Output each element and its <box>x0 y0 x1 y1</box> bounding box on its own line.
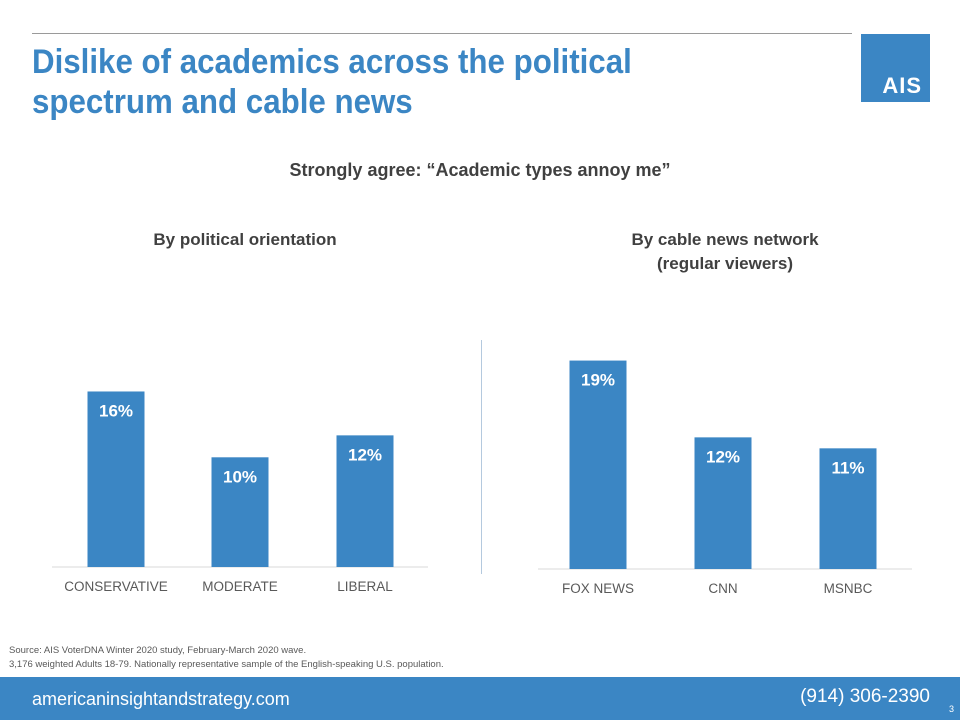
footer-bar: americaninsightandstrategy.com (914) 306… <box>0 677 960 720</box>
chart2-category-label: CNN <box>708 581 737 596</box>
chart1-data-label: 10% <box>223 467 257 486</box>
chart2-data-label: 12% <box>706 447 740 466</box>
right-panel-title-line2: (regular viewers) <box>656 254 794 273</box>
right-panel-title: By cable news network (regular viewers) <box>545 228 905 276</box>
ais-logo: AIS <box>861 34 930 102</box>
source-line1: Source: AIS VoterDNA Winter 2020 study, … <box>9 645 307 656</box>
bar-charts: 16% CONSERVATIVE 10% MODERATE 12% LIBERAL 19% F… <box>52 360 912 596</box>
chart1-bar-conservative <box>87 391 145 567</box>
source-line2: 3,176 weighted Adults 18-79. Nationally … <box>9 659 444 670</box>
chart2-bar-fox-news <box>569 360 627 569</box>
chart2-category-label: MSNBC <box>824 581 873 596</box>
panel-divider <box>481 340 482 574</box>
source-note: Source: AIS VoterDNA Winter 2020 study, … <box>9 644 444 672</box>
chart-subtitle: Strongly agree: “Academic types annoy me… <box>289 160 671 180</box>
chart1-bar-moderate <box>211 457 269 567</box>
page-number: 3 <box>948 704 954 714</box>
chart2-bar-msnbc <box>819 448 877 569</box>
right-panel-title-line1: By cable news network <box>631 230 819 249</box>
chart2-data-label: 11% <box>831 458 864 477</box>
page-title-line2: spectrum and cable news <box>32 83 413 121</box>
left-panel-title: By political orientation <box>70 228 420 252</box>
chart2-data-label: 19% <box>581 371 615 390</box>
footer-website-link[interactable]: americaninsightandstrategy.com <box>32 689 290 709</box>
chart1-category-label: MODERATE <box>202 579 278 594</box>
chart1-bar-liberal <box>336 435 394 567</box>
footer-phone: (914) 306-2390 <box>800 686 930 707</box>
chart2-category-label: FOX NEWS <box>562 581 634 596</box>
page-title-line1: Dislike of academics across the politica… <box>32 43 632 81</box>
chart1-category-label: LIBERAL <box>337 579 393 594</box>
chart1-data-label: 12% <box>348 445 382 464</box>
page-title: Dislike of academics across the politica… <box>32 42 731 122</box>
ais-logo-text: AIS <box>882 73 922 98</box>
chart2-bar-cnn <box>694 437 752 569</box>
chart1-category-label: CONSERVATIVE <box>64 579 168 594</box>
left-panel-title-line1: By political orientation <box>153 230 337 249</box>
header-rule <box>32 33 852 34</box>
chart1-data-label: 16% <box>99 401 133 420</box>
